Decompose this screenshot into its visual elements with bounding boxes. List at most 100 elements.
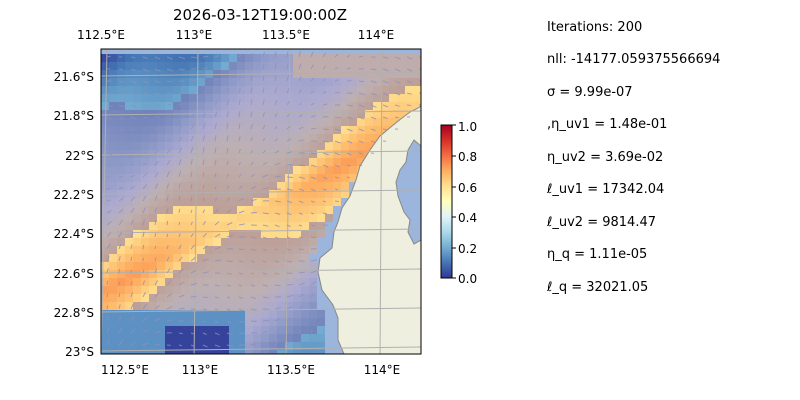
- heatmap-cell: [205, 126, 213, 134]
- heatmap-cell: [285, 278, 293, 286]
- heatmap-cell: [109, 222, 117, 230]
- heatmap-cell: [229, 182, 237, 190]
- current-arrow: [250, 136, 254, 142]
- heatmap-cell: [269, 230, 277, 238]
- current-arrow: [190, 159, 193, 166]
- heatmap-cell: [373, 102, 381, 110]
- current-arrow: [238, 284, 242, 287]
- heatmap-cell: [277, 110, 285, 118]
- heatmap-cell: [373, 118, 381, 126]
- current-arrow: [298, 224, 303, 227]
- heatmap-cell: [317, 54, 325, 62]
- heatmap-cell: [301, 190, 309, 198]
- heatmap-cell: [117, 350, 125, 354]
- latitude-gridline: [101, 307, 421, 313]
- heatmap-cell: [133, 78, 141, 86]
- heatmap-cell: [261, 182, 269, 190]
- colorbar-tick-label: 0.6: [458, 181, 477, 195]
- heatmap-cell: [317, 206, 325, 214]
- current-arrow: [346, 140, 353, 144]
- heatmap-cell: [189, 86, 197, 94]
- heatmap-cell: [301, 294, 309, 302]
- heatmap-cell: [117, 246, 125, 254]
- heatmap-cell: [149, 326, 157, 334]
- current-arrow: [250, 343, 257, 346]
- current-arrow: [298, 51, 301, 58]
- current-arrow: [130, 315, 135, 322]
- colorbar: 0.0 0.2 0.4 0.6 0.8 1.0: [440, 120, 477, 286]
- current-arrow: [190, 269, 197, 274]
- heatmap-cell: [141, 326, 149, 334]
- current-arrow: [310, 51, 314, 58]
- heatmap-cell: [133, 62, 141, 70]
- heatmap-cell: [181, 70, 189, 78]
- current-arrow: [298, 271, 305, 274]
- current-arrow: [406, 80, 413, 84]
- current-arrow: [202, 197, 205, 202]
- heatmap-cell: [181, 198, 189, 206]
- current-arrow: [226, 77, 230, 82]
- current-arrow: [250, 99, 253, 106]
- current-arrow: [322, 164, 329, 168]
- current-arrow: [310, 317, 313, 322]
- current-arrow: [382, 56, 389, 59]
- heatmap-cell: [101, 254, 109, 262]
- heatmap-cell: [301, 86, 309, 94]
- heatmap-cell: [165, 78, 173, 86]
- heatmap-cell: [221, 198, 229, 206]
- heatmap-cell: [325, 94, 333, 102]
- heatmap-cell: [301, 230, 309, 238]
- heatmap-cell: [357, 118, 365, 126]
- heatmap-cell: [133, 238, 141, 246]
- heatmap-cell: [261, 278, 269, 286]
- heatmap-cell: [293, 142, 301, 150]
- current-arrow: [106, 199, 112, 202]
- heatmap-cell: [333, 158, 341, 166]
- heatmap-cell: [269, 262, 277, 270]
- current-arrow: [226, 135, 229, 142]
- heatmap-cell: [261, 238, 269, 246]
- current-arrow: [214, 259, 221, 262]
- heatmap-cell: [213, 94, 221, 102]
- current-arrow: [142, 257, 145, 262]
- heatmap-cell: [181, 334, 189, 342]
- heatmap-cell: [397, 102, 405, 110]
- current-arrow: [202, 78, 207, 82]
- heatmap-cell: [109, 230, 117, 238]
- current-arrow: [166, 68, 173, 72]
- heatmap-cell: [205, 94, 213, 102]
- map-frame: [100, 48, 422, 355]
- heatmap-cell: [117, 278, 125, 286]
- heatmap-cell: [117, 118, 125, 126]
- heatmap-cell: [125, 278, 133, 286]
- heatmap-cell: [277, 342, 285, 350]
- current-arrow: [130, 116, 137, 120]
- current-arrow: [274, 75, 277, 82]
- current-arrow: [214, 66, 219, 70]
- heatmap-cell: [133, 126, 141, 134]
- current-arrow: [118, 208, 124, 214]
- heatmap-cell: [349, 94, 357, 102]
- heatmap-cell: [381, 62, 389, 70]
- heatmap-cell: [333, 86, 341, 94]
- heatmap-cell: [189, 294, 197, 302]
- heatmap-cell: [181, 166, 189, 174]
- heatmap-cell: [189, 62, 197, 70]
- heatmap-cell: [165, 334, 173, 342]
- heatmap-cell: [205, 70, 213, 78]
- heatmap-cell: [165, 62, 173, 70]
- heatmap-cell: [165, 350, 173, 354]
- current-arrow: [394, 92, 401, 96]
- heatmap-cell: [237, 214, 245, 222]
- current-arrow: [406, 92, 412, 95]
- heatmap-cell: [101, 294, 109, 302]
- heatmap-cell: [157, 254, 165, 262]
- current-arrow: [262, 272, 267, 275]
- current-arrow: [274, 51, 277, 58]
- current-arrow: [238, 185, 243, 190]
- current-arrow: [286, 341, 290, 346]
- heatmap-cell: [173, 166, 181, 174]
- heatmap-cell: [101, 270, 109, 278]
- current-arrow: [142, 232, 145, 238]
- heatmap-cell: [293, 326, 301, 334]
